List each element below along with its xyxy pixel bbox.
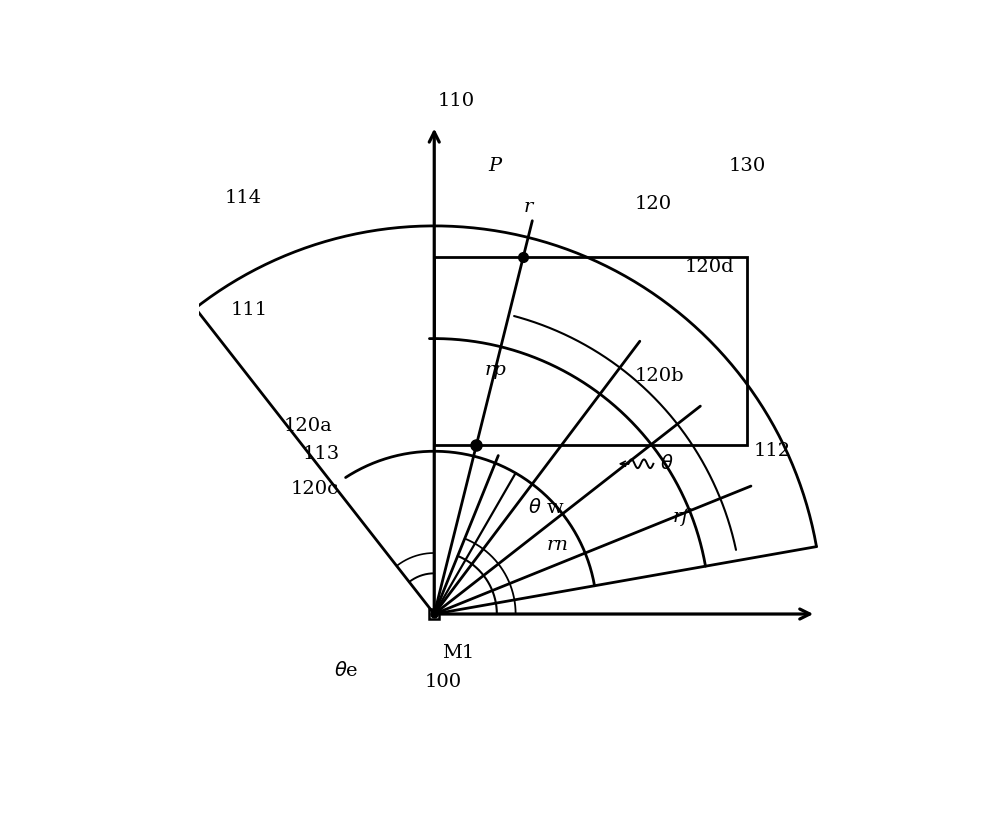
Text: M1: M1 — [442, 644, 474, 662]
Text: 113: 113 — [303, 446, 340, 463]
Bar — [434, 257, 747, 445]
Text: rn: rn — [547, 536, 569, 554]
Bar — [429, 609, 439, 619]
Text: P: P — [489, 158, 502, 176]
Text: 110: 110 — [437, 92, 475, 110]
Text: $\theta$ w: $\theta$ w — [528, 498, 565, 517]
Text: 120b: 120b — [635, 367, 684, 385]
Text: 120d: 120d — [685, 258, 734, 276]
Text: 120c: 120c — [290, 480, 338, 498]
Text: r: r — [524, 198, 533, 216]
Text: rf: rf — [672, 508, 689, 526]
Text: 120a: 120a — [284, 417, 333, 435]
Text: rp: rp — [484, 361, 506, 379]
Text: 112: 112 — [754, 442, 791, 460]
Text: 120: 120 — [635, 195, 672, 213]
Text: $\theta$: $\theta$ — [660, 454, 673, 473]
Text: 100: 100 — [425, 672, 462, 690]
Text: 111: 111 — [231, 302, 268, 320]
Text: 130: 130 — [728, 158, 766, 176]
Text: $\theta$e: $\theta$e — [334, 661, 359, 680]
Text: 114: 114 — [225, 189, 262, 207]
